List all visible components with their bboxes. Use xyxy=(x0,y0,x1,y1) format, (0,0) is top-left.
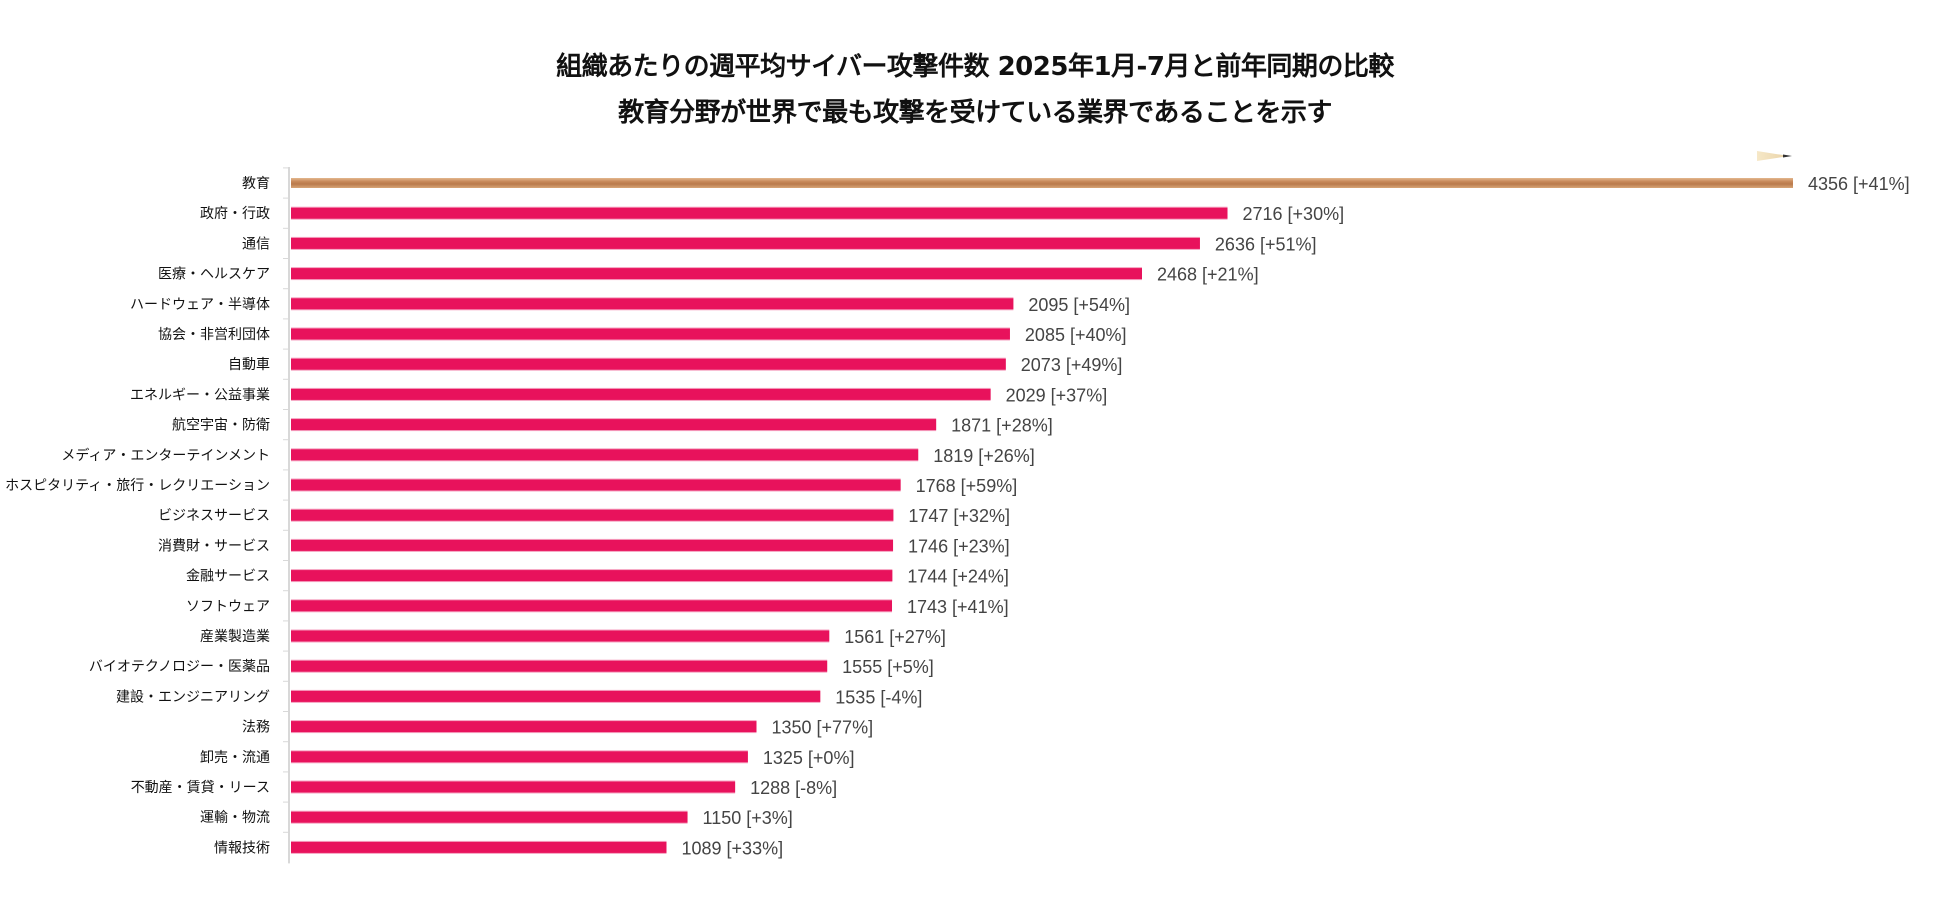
value-label: 1871 [+28%] xyxy=(951,416,1053,436)
bar-7 xyxy=(291,388,991,400)
category-label: ホスピタリティ・旅行・レクリエーション xyxy=(5,478,270,494)
value-label: 1535 [-4%] xyxy=(835,687,922,707)
category-label: 航空宇宙・防衛 xyxy=(172,418,270,434)
category-label: 自動車 xyxy=(228,356,270,373)
bar-16 xyxy=(291,660,828,672)
category-label: 消費財・サービス xyxy=(158,538,270,554)
pencil-tip-icon xyxy=(1757,151,1789,161)
bar-19 xyxy=(291,751,748,763)
value-label: 2468 [+21%] xyxy=(1157,265,1259,285)
category-label: メディア・エンターテインメント xyxy=(61,447,270,464)
category-label: 卸売・流通 xyxy=(200,750,270,766)
bar-21 xyxy=(291,811,688,823)
value-label: 1746 [+23%] xyxy=(908,536,1010,556)
value-label: 4356 [+41%] xyxy=(1808,174,1910,194)
category-label: ハードウェア・半導体 xyxy=(130,297,270,313)
pencil-lead-icon xyxy=(1783,154,1792,158)
value-label: 1288 [-8%] xyxy=(750,778,837,798)
value-label: 1089 [+33%] xyxy=(682,838,784,858)
bar-highlight-0 xyxy=(291,178,1793,188)
value-label: 2073 [+49%] xyxy=(1021,355,1123,375)
bar-14 xyxy=(291,600,893,612)
value-label: 2716 [+30%] xyxy=(1243,204,1345,224)
value-label: 1561 [+27%] xyxy=(844,627,946,647)
value-label: 1819 [+26%] xyxy=(933,446,1035,466)
category-label: ソフトウェア xyxy=(186,599,270,615)
category-label: ビジネスサービス xyxy=(158,508,270,524)
bar-3 xyxy=(291,268,1142,280)
category-label: 協会・非営利団体 xyxy=(158,327,270,343)
chart-title: 組織あたりの週平均サイバー攻撃件数 2025年1月-7月と前年同期の比較 xyxy=(556,52,1394,82)
bar-11 xyxy=(291,509,894,521)
value-label: 2095 [+54%] xyxy=(1028,295,1130,315)
category-label: 医療・ヘルスケア xyxy=(158,266,270,283)
category-label: 運輸・物流 xyxy=(200,810,270,826)
category-label: 法務 xyxy=(242,720,270,736)
category-label: 金融サービス xyxy=(186,569,270,585)
bar-9 xyxy=(291,449,919,461)
value-label: 1350 [+77%] xyxy=(771,718,873,738)
bar-5 xyxy=(291,328,1010,340)
value-label: 1768 [+59%] xyxy=(916,476,1018,496)
category-label: 建設・エンジニアリング xyxy=(116,689,270,705)
category-label: 情報技術 xyxy=(214,840,270,856)
bar-20 xyxy=(291,781,736,793)
value-label: 1747 [+32%] xyxy=(908,506,1010,526)
value-label: 1743 [+41%] xyxy=(907,597,1009,617)
chart-subtitle: 教育分野が世界で最も攻撃を受けている業界であることを示す xyxy=(618,98,1332,128)
bar-22 xyxy=(291,841,667,853)
bar-18 xyxy=(291,721,757,733)
value-label: 1325 [+0%] xyxy=(763,748,855,768)
value-label: 2636 [+51%] xyxy=(1215,234,1317,254)
value-label: 1150 [+3%] xyxy=(703,808,793,828)
value-label: 1555 [+5%] xyxy=(842,657,934,677)
category-label: 不動産・賃貸・リース xyxy=(131,780,270,796)
bar-6 xyxy=(291,358,1006,370)
value-label: 2029 [+37%] xyxy=(1006,385,1108,405)
bar-15 xyxy=(291,630,830,642)
bar-10 xyxy=(291,479,901,491)
bar-8 xyxy=(291,419,937,431)
category-label: エネルギー・公益事業 xyxy=(130,387,270,403)
category-label: バイオテクノロジー・医薬品 xyxy=(89,659,270,675)
value-label: 2085 [+40%] xyxy=(1025,325,1127,345)
category-label: 教育 xyxy=(242,176,270,192)
category-label: 政府・行政 xyxy=(200,206,270,222)
bar-2 xyxy=(291,237,1200,249)
category-label: 産業製造業 xyxy=(200,629,270,645)
bar-1 xyxy=(291,207,1228,219)
bar-12 xyxy=(291,539,894,551)
bar-13 xyxy=(291,570,893,582)
bar-4 xyxy=(291,298,1014,310)
value-label: 1744 [+24%] xyxy=(907,567,1009,587)
category-label: 通信 xyxy=(242,236,270,252)
bar-17 xyxy=(291,690,821,702)
